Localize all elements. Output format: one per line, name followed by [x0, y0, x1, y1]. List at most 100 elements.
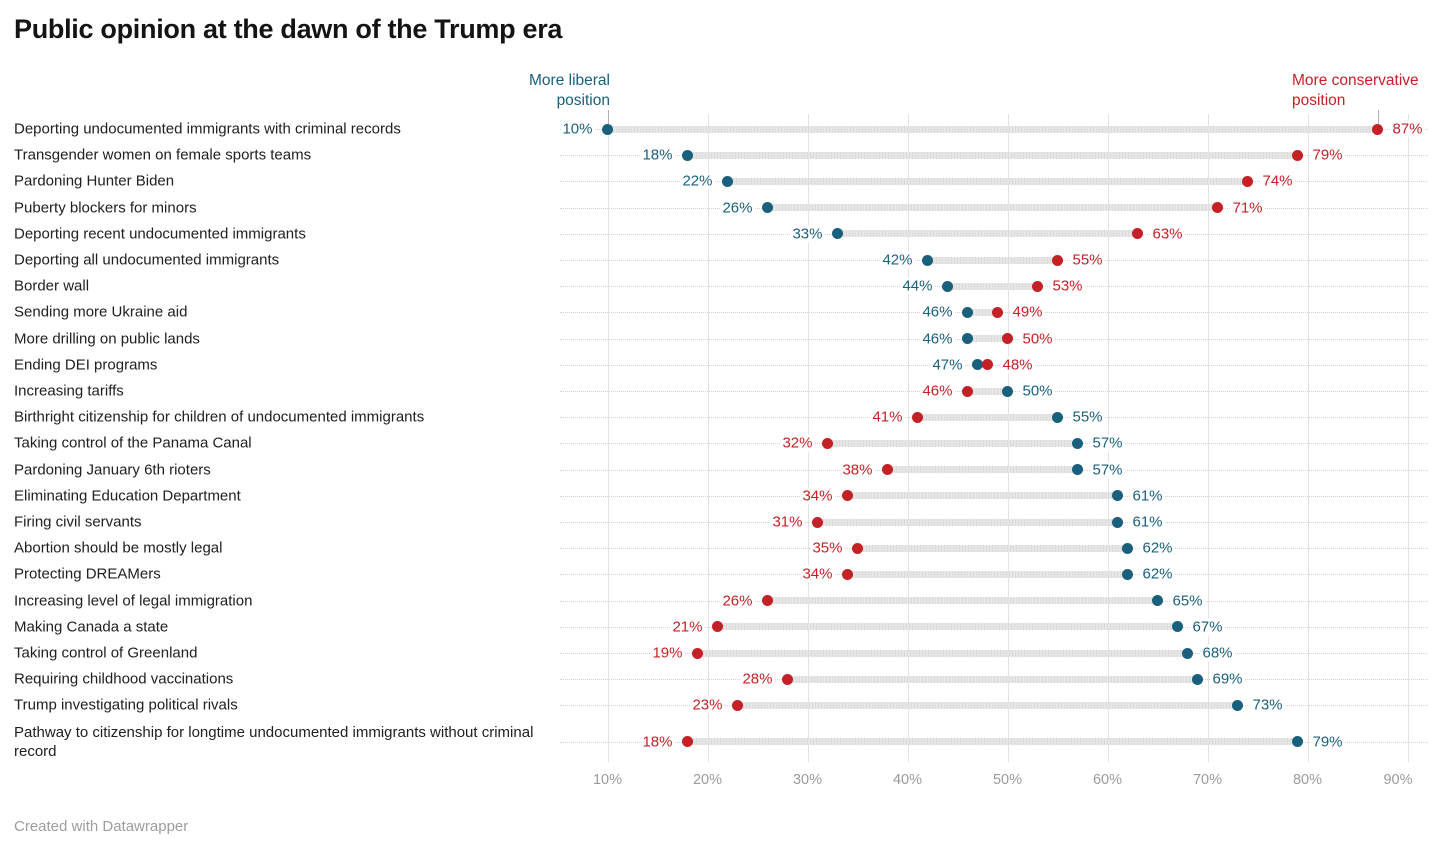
- value-label-liberal: 69%: [1210, 670, 1245, 688]
- value-label-liberal: 18%: [640, 146, 675, 164]
- value-label-liberal: 26%: [720, 199, 755, 217]
- category-label: Pardoning January 6th rioters: [14, 461, 211, 479]
- range-bar: [967, 387, 1008, 395]
- value-label-liberal: 79%: [1310, 733, 1345, 751]
- dot-liberal: [1152, 595, 1163, 607]
- range-bar: [817, 518, 1118, 526]
- value-label-conservative: 48%: [1000, 356, 1035, 374]
- attribution: Created with Datawrapper: [14, 818, 189, 835]
- range-bar: [847, 570, 1128, 578]
- range-bar: [927, 256, 1058, 264]
- dot-liberal: [1112, 490, 1123, 502]
- value-label-liberal: 10%: [560, 120, 595, 138]
- x-gridline: [1307, 114, 1309, 762]
- value-label-liberal: 73%: [1250, 696, 1285, 714]
- x-axis-tick-label: 50%: [992, 772, 1023, 788]
- range-bar: [857, 544, 1128, 552]
- value-label-conservative: 50%: [1020, 330, 1055, 348]
- dot-conservative: [852, 542, 863, 554]
- dot-conservative: [762, 595, 773, 607]
- range-bar: [917, 413, 1058, 421]
- dot-liberal: [832, 228, 843, 240]
- value-label-liberal: 57%: [1090, 461, 1125, 479]
- chart-title: Public opinion at the dawn of the Trump …: [14, 14, 563, 44]
- category-label: Birthright citizenship for children of u…: [14, 408, 425, 426]
- range-bar: [967, 335, 1008, 343]
- dot-conservative: [1052, 254, 1063, 266]
- category-label: Firing civil servants: [14, 513, 142, 531]
- value-label-conservative: 41%: [870, 408, 905, 426]
- value-label-conservative: 49%: [1010, 303, 1045, 321]
- category-label: Taking control of Greenland: [14, 644, 198, 662]
- dot-liberal: [762, 202, 773, 214]
- dot-conservative: [1372, 123, 1383, 135]
- category-label: Border wall: [14, 277, 90, 295]
- dot-liberal: [1172, 621, 1183, 633]
- value-label-liberal: 67%: [1190, 618, 1225, 636]
- value-label-conservative: 26%: [720, 592, 755, 610]
- value-label-conservative: 28%: [740, 670, 775, 688]
- x-gridline: [907, 114, 909, 762]
- dot-conservative: [842, 568, 853, 580]
- category-label: Eliminating Education Department: [14, 487, 241, 505]
- x-gridline: [1407, 114, 1409, 762]
- dot-liberal: [1072, 437, 1083, 449]
- dot-liberal: [682, 149, 693, 161]
- value-label-conservative: 23%: [690, 696, 725, 714]
- value-label-liberal: 65%: [1170, 592, 1205, 610]
- dot-liberal: [962, 306, 973, 318]
- value-label-liberal: 42%: [880, 251, 915, 269]
- category-label: Pathway to citizenship for longtime undo…: [14, 723, 534, 760]
- value-label-conservative: 87%: [1390, 120, 1425, 138]
- dot-liberal: [1002, 385, 1013, 397]
- value-label-liberal: 62%: [1140, 565, 1175, 583]
- dot-liberal: [1052, 411, 1063, 423]
- dot-liberal: [1182, 647, 1193, 659]
- annotation-leader-liberal: [607, 110, 609, 124]
- value-label-liberal: 46%: [920, 303, 955, 321]
- category-label: Ending DEI programs: [14, 356, 158, 374]
- dot-liberal: [1232, 699, 1243, 711]
- annotation-more-conservative-line2: position: [1292, 92, 1346, 109]
- category-label: Transgender women on female sports teams: [14, 146, 312, 164]
- dot-liberal: [1072, 464, 1083, 476]
- dot-liberal: [602, 123, 613, 135]
- value-label-liberal: 62%: [1140, 539, 1175, 557]
- dot-conservative: [712, 621, 723, 633]
- value-label-conservative: 53%: [1050, 277, 1085, 295]
- value-label-conservative: 63%: [1150, 225, 1185, 243]
- range-bar: [767, 204, 1218, 212]
- x-axis-tick-label: 70%: [1192, 772, 1223, 788]
- category-label: Puberty blockers for minors: [14, 199, 197, 217]
- category-label: Protecting DREAMers: [14, 565, 161, 583]
- value-label-conservative: 38%: [840, 461, 875, 479]
- dot-conservative: [692, 647, 703, 659]
- value-label-conservative: 35%: [810, 539, 845, 557]
- category-label: More drilling on public lands: [14, 330, 200, 348]
- dot-liberal: [1192, 673, 1203, 685]
- value-label-conservative: 21%: [670, 618, 705, 636]
- range-bar: [717, 623, 1178, 631]
- x-axis-tick-label: 80%: [1292, 772, 1323, 788]
- x-gridline: [1207, 114, 1209, 762]
- category-label: Trump investigating political rivals: [14, 696, 238, 714]
- value-label-conservative: 18%: [640, 733, 675, 751]
- dot-conservative: [1132, 228, 1143, 240]
- value-label-liberal: 44%: [900, 277, 935, 295]
- dot-conservative: [982, 359, 993, 371]
- dot-liberal: [1122, 568, 1133, 580]
- dot-conservative: [1242, 175, 1253, 187]
- x-axis-tick-label: 60%: [1092, 772, 1123, 788]
- category-label: Deporting all undocumented immigrants: [14, 251, 280, 269]
- value-label-conservative: 55%: [1070, 251, 1105, 269]
- category-label: Increasing level of legal immigration: [14, 592, 253, 610]
- range-bar: [697, 649, 1188, 657]
- range-bar: [687, 151, 1298, 159]
- dot-conservative: [842, 490, 853, 502]
- value-label-conservative: 71%: [1230, 199, 1265, 217]
- range-bar: [847, 492, 1118, 500]
- range-bar: [787, 675, 1198, 683]
- value-label-liberal: 61%: [1130, 487, 1165, 505]
- category-label: Abortion should be mostly legal: [14, 539, 223, 557]
